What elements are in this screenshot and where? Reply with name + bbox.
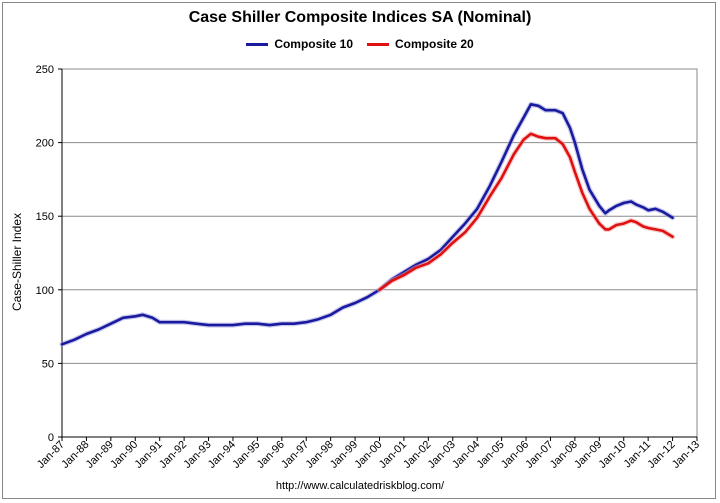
- y-tick-label: 0: [48, 432, 54, 444]
- chart-title: Case Shiller Composite Indices SA (Nomin…: [188, 9, 532, 26]
- source-url: http://www.calculatedriskblog.com/: [275, 480, 445, 492]
- y-tick-label: 150: [36, 211, 54, 223]
- series-line-composite-20: [378, 132, 674, 292]
- y-tick-label: 250: [36, 64, 54, 76]
- legend-label-composite-10: Composite 10: [274, 37, 353, 51]
- series-line-composite-10: [60, 103, 674, 346]
- x-tick-label: Jan-10: [597, 439, 629, 471]
- legend: Composite 10 Composite 20: [0, 37, 720, 51]
- legend-item-composite-10: Composite 10: [246, 37, 353, 51]
- legend-swatch-composite-20: [367, 42, 389, 46]
- legend-swatch-composite-10: [246, 42, 269, 46]
- y-tick-label: 200: [36, 138, 54, 150]
- legend-label-composite-20: Composite 20: [395, 37, 474, 51]
- y-tick-label: 100: [36, 285, 54, 297]
- x-tick-label: Jan-13: [670, 439, 702, 471]
- y-tick-label: 50: [42, 358, 54, 370]
- legend-item-composite-20: Composite 20: [367, 37, 474, 51]
- plot-area: [61, 68, 698, 438]
